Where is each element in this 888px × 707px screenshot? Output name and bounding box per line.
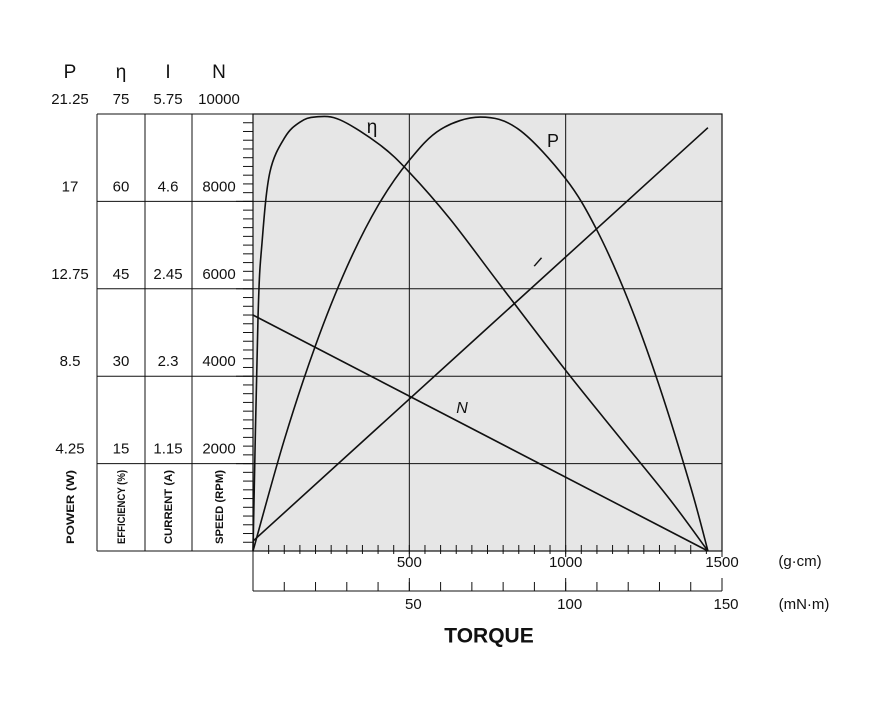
curve (252, 127, 709, 542)
axis-title: POWER (W) (65, 470, 77, 544)
y-tick-label: 2000 (202, 441, 235, 458)
curve (252, 314, 709, 552)
x2-tick-label: 100 (557, 596, 582, 613)
axis-title: EFFICIENCY (%) (116, 470, 128, 544)
y-tick-label: 10000 (198, 91, 240, 108)
y-tick-label: 12.75 (51, 266, 89, 283)
x2-units: (mN·m) (779, 596, 830, 613)
y-tick-label: 17 (62, 178, 79, 195)
y-tick-label: 8000 (202, 178, 235, 195)
y-tick-label: 60 (113, 178, 130, 195)
curve (252, 115, 709, 552)
axis-symbol: η (116, 62, 127, 83)
curve-label: N (456, 400, 468, 417)
y-tick-label: 75 (113, 91, 130, 108)
y-tick-label: 2.3 (158, 353, 179, 370)
axis-title: SPEED (RPM) (214, 470, 226, 544)
plot-border (252, 113, 723, 552)
axis-symbol: I (165, 62, 170, 83)
curve-label: P (547, 131, 559, 151)
y-tick-label: 21.25 (51, 91, 89, 108)
y-tick-label: 5.75 (153, 91, 182, 108)
y-tick-label: 4.6 (158, 178, 179, 195)
x-axis-title: TORQUE (444, 625, 533, 648)
axis-symbol: P (64, 62, 77, 83)
y-tick-label: 1.15 (153, 441, 182, 458)
axis-title: CURRENT (A) (163, 470, 175, 544)
y-tick-label: 4000 (202, 353, 235, 370)
y-tick-label: 8.5 (60, 353, 81, 370)
curve-label: η (367, 117, 378, 138)
x-tick-label: 1500 (705, 554, 738, 571)
curve (252, 116, 709, 552)
x-tick-label: 1000 (549, 554, 582, 571)
x2-tick-label: 150 (713, 596, 738, 613)
y-tick-label: 4.25 (55, 441, 84, 458)
y-tick-label: 6000 (202, 266, 235, 283)
x-tick-label: 500 (397, 554, 422, 571)
y-tick-label: 45 (113, 266, 130, 283)
x-units: (g·cm) (778, 553, 821, 570)
y-tick-label: 30 (113, 353, 130, 370)
y-tick-label: 15 (113, 441, 130, 458)
y-tick-label: 2.45 (153, 266, 182, 283)
axis-symbol: N (212, 62, 226, 83)
x2-tick-label: 50 (405, 596, 422, 613)
